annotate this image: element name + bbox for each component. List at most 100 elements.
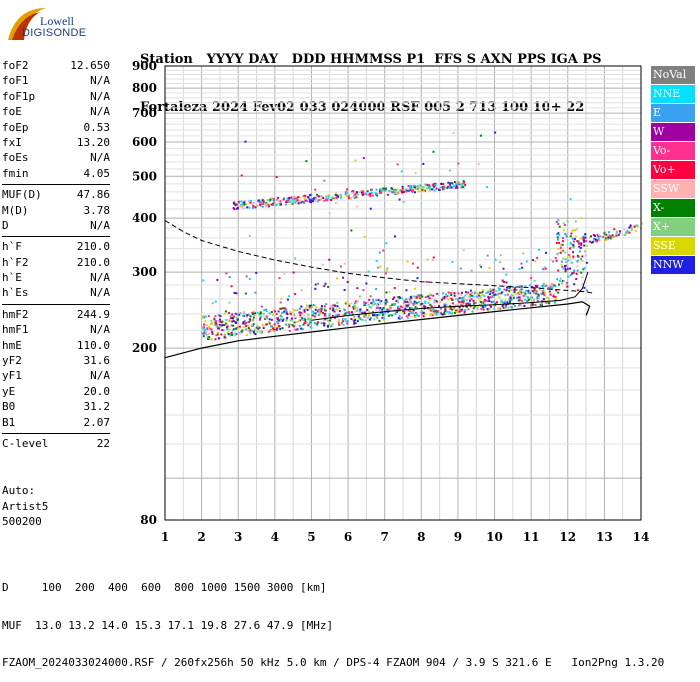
echo-point [214,300,217,303]
echo-point [263,309,266,312]
echo-point [419,184,422,187]
echo-point [376,193,379,196]
echo-point [358,191,361,194]
echo-point [254,332,257,335]
echo-point [611,234,614,237]
echo-point [424,183,427,186]
echo-point [485,186,488,189]
echo-point [516,296,519,299]
echo-point [379,187,382,190]
echo-point [251,311,254,314]
echo-point [303,314,306,317]
echo-point [207,315,210,318]
echo-point [543,285,546,288]
echo-point [314,196,317,199]
echo-point [252,206,255,209]
echo-point [441,313,444,316]
echo-point [525,289,528,292]
echo-point [225,272,228,275]
echo-point [351,319,354,322]
echo-point [536,284,539,287]
echo-point [236,313,239,316]
echo-point [296,320,299,323]
echo-point [514,287,517,290]
echo-point [412,186,415,189]
param-row: foEp 0.53 [2,120,110,135]
echo-point [418,186,421,189]
echo-point [361,192,364,195]
echo-point [272,327,275,330]
echo-point [501,278,504,281]
echo-point [308,307,311,310]
echo-point [505,304,508,307]
echo-point [439,186,442,189]
echo-point [520,293,523,296]
echo-point [572,251,575,254]
echo-point [247,329,250,332]
echo-point [410,316,413,319]
echo-point [582,237,585,240]
param-row: h`Es N/A [2,285,110,300]
echo-point [483,294,486,297]
echo-point [416,277,419,280]
echo-point [570,232,573,235]
echo-point [459,267,462,270]
echo-point [254,206,257,209]
echo-point [474,301,477,304]
param-label: h`Es [2,286,29,300]
echo-point [375,304,378,307]
param-separator [2,184,110,186]
echo-point [532,303,535,306]
echo-point [310,326,313,329]
echo-point [453,187,456,190]
echo-point [323,179,326,182]
station-header: Station YYYY DAY DDD HHMMSS P1 FFS S AXN… [140,20,602,132]
echo-point [253,314,256,317]
echo-point [428,308,431,311]
echo-point [399,305,402,308]
echo-point [314,283,317,286]
echo-point [228,318,231,321]
echo-point [443,186,446,189]
echo-point [457,298,460,301]
echo-point [298,199,301,202]
echo-point [605,237,608,240]
echo-point [413,302,416,305]
echo-point [426,258,429,261]
echo-point [276,317,279,320]
echo-point [319,198,322,201]
echo-point [303,201,306,204]
echo-point [295,200,298,203]
echo-point [480,302,483,305]
echo-point [361,318,364,321]
echo-point [449,183,452,186]
echo-point [258,201,261,204]
echo-point [382,249,385,252]
echo-point [378,251,381,254]
echo-point [351,190,354,193]
echo-point [273,200,276,203]
echo-point [460,184,463,187]
echo-point [226,331,229,334]
echo-point [376,316,379,319]
echo-point [385,309,388,312]
echo-point [299,319,302,322]
echo-point [540,302,543,305]
echo-point [253,330,256,333]
echo-point [582,235,585,238]
echo-point [343,309,346,312]
echo-point [220,333,223,336]
echo-point [557,291,560,294]
echo-point [355,191,358,194]
echo-point [451,312,454,315]
echo-point [320,322,323,325]
echo-point [578,242,581,245]
echo-point [236,318,239,321]
echo-point [371,194,374,197]
echo-point [394,313,397,316]
echo-point [409,310,412,313]
echo-point [357,317,360,320]
echo-point [595,240,598,243]
echo-point [408,313,411,316]
echo-point [427,186,430,189]
